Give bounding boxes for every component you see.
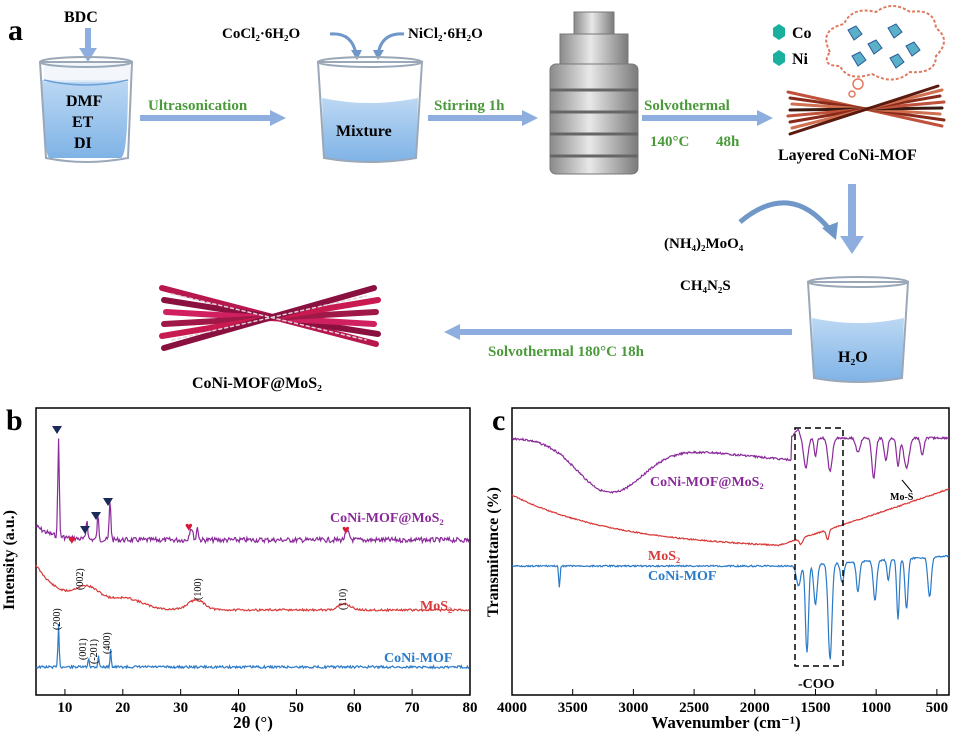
stirring-label: Stirring 1h (434, 98, 505, 114)
xrd-xlabel: 2θ (°) (233, 713, 273, 732)
solvent-dmf: DMF (66, 93, 103, 110)
ftir-axes-frame (511, 407, 950, 696)
mos-pointer-arrow (901, 479, 913, 493)
xrd-series-composite (35, 438, 470, 545)
ftir-tick-label: 1500 (800, 700, 830, 716)
ftir-tick-label: 3000 (618, 700, 648, 716)
co-hexagon-icon (773, 24, 785, 40)
cocl2-label: CoCl₂·6H₂O (222, 26, 300, 42)
thought-cloud-icon (825, 5, 945, 98)
triangle-marker-icon (80, 526, 90, 534)
solvothermal-1-label: Solvothermal (644, 98, 730, 114)
coo-dashed-box (794, 427, 844, 667)
panel-b-label: b (6, 404, 23, 437)
panel-a: a BDC DMF ET DI Ultrasonication CoCl₂·6H… (8, 5, 946, 392)
product-fiber-icon (159, 285, 381, 351)
xrd-tick-label: 60 (347, 700, 362, 716)
triangle-marker-icon (91, 512, 101, 520)
peak-label-400: (400) (102, 632, 113, 654)
heart-marker-icon: ♥ (185, 519, 193, 534)
beaker-solvents (38, 56, 134, 163)
xrd-tick-label: 70 (405, 700, 420, 716)
xrd-tick-label: 50 (289, 700, 304, 716)
ftir-label-mos2: MoS₂ (648, 549, 680, 564)
ftir-tick-label: 2000 (740, 700, 770, 716)
bdc-label: BDC (64, 9, 98, 26)
legend-ni: Ni (792, 51, 809, 68)
mixture-label: Mixture (336, 123, 392, 140)
ftir-tick-label: 2500 (679, 700, 709, 716)
ftir-x-ticks: 4000 3500 3000 2500 2000 1500 1000 500 (497, 689, 948, 716)
xrd-tick-label: 80 (463, 700, 478, 716)
xrd-series-mof (35, 623, 470, 670)
xrd-label-mos2: MoS₂ (420, 599, 452, 614)
panel-b: b 10 20 30 40 50 60 70 80 Intensity (a.u.) 2θ (… (1, 404, 478, 732)
panel-c: c 4000 3500 3000 2500 2000 1500 1000 500 Transm… (485, 404, 950, 732)
reagent-2: CH₄N₂S (680, 278, 731, 294)
solvothermal-1-time: 48h (716, 134, 740, 150)
water-label: H₂O (838, 349, 868, 366)
ftir-series-mos2 (511, 488, 950, 547)
xrd-x-ticks: 10 20 30 40 50 60 70 80 (57, 689, 478, 716)
xrd-series-mos2 (35, 565, 470, 613)
xrd-ylabel: Intensity (a.u.) (1, 510, 18, 610)
product-label: CoNi-MOF@MoS₂ (192, 375, 322, 392)
peak-label-001: (001) (78, 638, 89, 660)
solvothermal-2-label: Solvothermal 180°C 18h (488, 344, 645, 360)
ultrasonication-label: Ultrasonication (148, 98, 248, 114)
ftir-series-composite (511, 428, 950, 495)
ftir-label-mof: CoNi-MOF (648, 569, 716, 584)
peak-label-201: (-201) (89, 639, 100, 664)
layered-mof-label: Layered CoNi-MOF (778, 147, 917, 164)
beaker-mixture (316, 56, 424, 163)
coo-annotation: -COO (798, 677, 835, 692)
ftir-tick-label: 4000 (497, 700, 527, 716)
mos-annotation: Mo-S (890, 492, 914, 503)
peak-label-002: (002) (75, 568, 86, 590)
panel-c-label: c (492, 404, 505, 437)
ftir-tick-label: 1000 (861, 700, 891, 716)
peak-label-110: (110) (338, 589, 349, 610)
autoclave-icon (549, 11, 639, 175)
xrd-tick-label: 30 (173, 700, 188, 716)
solvent-di: DI (74, 135, 92, 152)
ftir-label-composite: CoNi-MOF@MoS₂ (650, 475, 764, 490)
heart-marker-icon: ♥ (342, 522, 350, 537)
arrow-head-1 (270, 110, 286, 126)
solvothermal-1-temp: 140°C (650, 134, 689, 150)
triangle-marker-icon (52, 426, 62, 434)
peak-label-200: (200) (52, 608, 63, 630)
reagent-1: (NH₄)₂MoO₄ (664, 236, 744, 252)
xrd-label-mof: CoNi-MOF (384, 651, 452, 666)
xrd-tick-label: 10 (57, 700, 72, 716)
triangle-marker-icon (103, 498, 113, 506)
nicl2-label: NiCl₂·6H₂O (408, 26, 483, 42)
layered-mof-icon (786, 84, 946, 136)
xrd-label-composite: CoNi-MOF@MoS₂ (330, 511, 444, 526)
ftir-xlabel: Wavenumber (cm⁻¹) (651, 713, 800, 732)
ftir-tick-label: 3500 (558, 700, 588, 716)
solvent-et: ET (72, 114, 94, 131)
xrd-tick-label: 40 (231, 700, 246, 716)
bdc-arrow-head (79, 48, 97, 62)
panel-a-label: a (8, 14, 23, 47)
legend-co: Co (792, 25, 812, 42)
reagent-curve-arrow (738, 200, 832, 232)
xrd-axes-frame (35, 407, 471, 696)
ftir-tick-label: 500 (926, 700, 949, 716)
beaker-water (806, 276, 910, 383)
heart-marker-icon: ♥ (68, 532, 76, 547)
ftir-series-mof (511, 554, 950, 660)
ftir-ylabel: Transmittance (%) (485, 487, 502, 617)
peak-label-100: (100) (193, 578, 204, 600)
ni-hexagon-icon (773, 50, 785, 66)
xrd-tick-label: 20 (115, 700, 130, 716)
